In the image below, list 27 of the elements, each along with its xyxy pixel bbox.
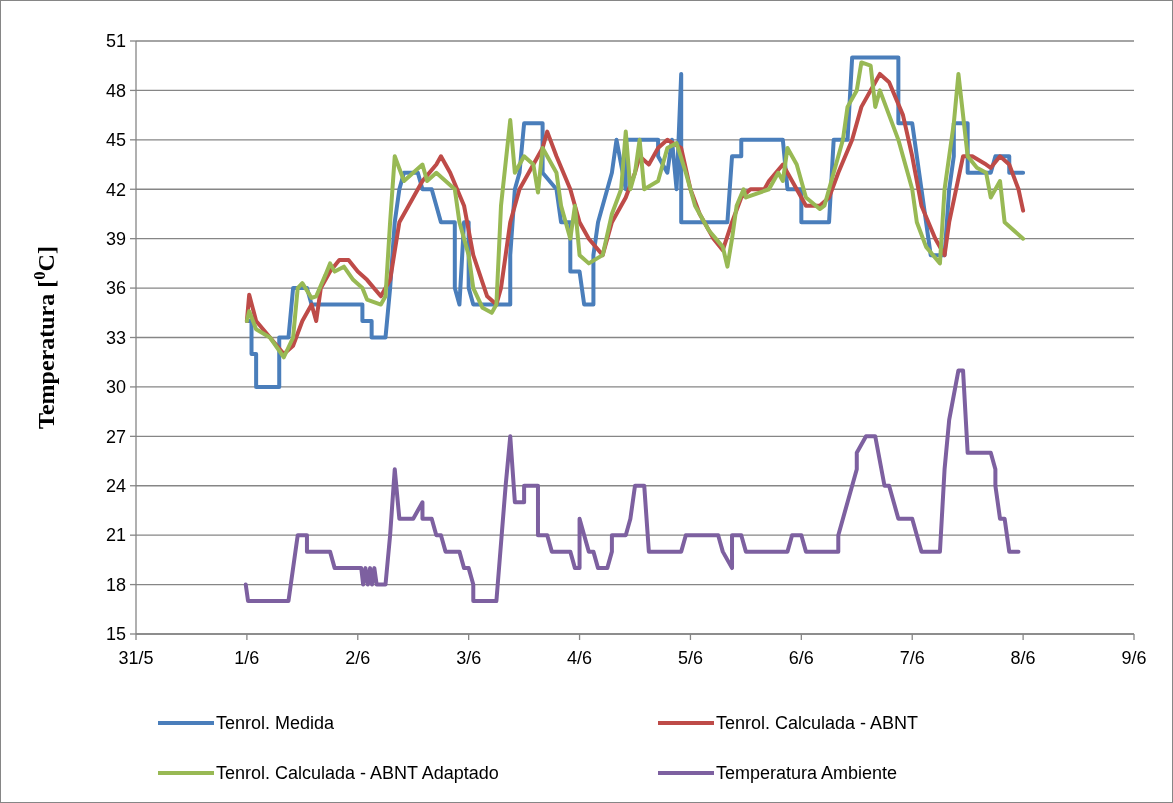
x-tick-label: 31/5 [118, 648, 154, 668]
x-tick-label: 7/6 [899, 648, 925, 668]
legend-label: Tenrol. Medida [216, 713, 336, 734]
y-tick-label: 51 [105, 31, 126, 52]
y-tick-label: 15 [105, 624, 126, 645]
y-tick-label: 33 [105, 327, 126, 348]
y-tick-label: 45 [105, 130, 126, 151]
legend-label: Tenrol. Calculada - ABNT Adaptado [216, 763, 499, 784]
x-tick-label: 2/6 [345, 648, 371, 668]
y-tick-label: 21 [105, 525, 126, 546]
x-tick-label: 6/6 [788, 648, 814, 668]
y-tick-label: 18 [105, 574, 126, 595]
x-tick-label: 1/6 [234, 648, 260, 668]
y-tick-label: 48 [105, 80, 126, 101]
y-tick-label: 24 [105, 476, 126, 497]
y-tick-label: 27 [105, 426, 126, 447]
x-tick-label: 8/6 [1010, 648, 1036, 668]
legend-label: Temperatura Ambiente [716, 763, 898, 784]
y-tick-label: 30 [105, 377, 126, 398]
y-tick-label: 42 [105, 179, 126, 200]
x-tick-label: 4/6 [567, 648, 593, 668]
x-tick-label: 9/6 [1121, 648, 1147, 668]
x-tick-label: 3/6 [456, 648, 482, 668]
x-tick-label: 5/6 [677, 648, 703, 668]
legend-label: Tenrol. Calculada - ABNT [716, 713, 919, 734]
y-tick-label: 36 [105, 278, 126, 299]
y-tick-label: 39 [105, 228, 126, 249]
